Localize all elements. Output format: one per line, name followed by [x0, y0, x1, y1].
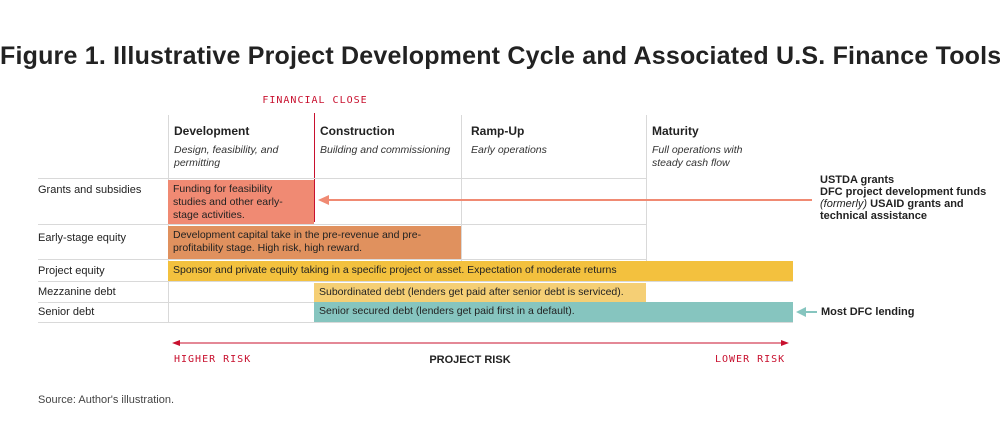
bar-text: Funding for feasibility [173, 183, 273, 195]
stage-description: Full operations with [652, 144, 743, 156]
row-label-mezzanine: Mezzanine debt [38, 286, 116, 298]
stage-development: Development Design, feasibility, and per… [174, 124, 314, 170]
bar-text: Sponsor and private equity taking in a s… [173, 264, 617, 276]
grants-note: USTDA grants DFC project development fun… [820, 174, 995, 222]
grants-arrow-head [318, 195, 329, 205]
bar-text: profitability stage. High risk, high rew… [173, 242, 363, 254]
grid-line-maturity-left [646, 115, 647, 261]
financial-close-label: FINANCIAL CLOSE [262, 95, 368, 106]
senior-note: Most DFC lending [821, 306, 915, 318]
stage-construction: Construction Building and commissioning [320, 124, 460, 157]
bar-project-equity: Sponsor and private equity taking in a s… [168, 261, 793, 281]
lower-risk-label: LOWER RISK [715, 354, 786, 365]
bar-text: Development capital take in the pre-reve… [173, 229, 422, 241]
bar-senior-debt: Senior secured debt (lenders get paid fi… [314, 302, 793, 322]
row-separator [38, 281, 793, 282]
stage-maturity: Maturity Full operations with steady cas… [652, 124, 792, 170]
figure-title: Figure 1. Illustrative Project Developme… [0, 42, 1000, 70]
bar-text: Senior secured debt (lenders get paid fi… [319, 305, 575, 317]
project-risk-label: PROJECT RISK [429, 354, 511, 366]
grants-note-line: DFC project development funds [820, 186, 987, 198]
higher-risk-label: HIGHER RISK [174, 354, 252, 365]
grid-line-rampup-left [461, 115, 462, 261]
grants-note-line: technical assistance [820, 210, 928, 222]
stage-name: Ramp-Up [471, 124, 525, 138]
bar-early-stage-equity: Development capital take in the pre-reve… [168, 226, 461, 259]
row-label-senior: Senior debt [38, 306, 95, 318]
bar-text: stage activities. [173, 209, 245, 221]
grants-note-line: USTDA grants [820, 174, 895, 186]
bar-mezzanine-debt: Subordinated debt (lenders get paid afte… [314, 283, 646, 302]
row-label-early-equity: Early-stage equity [38, 232, 127, 244]
bar-text: studies and other early- [173, 196, 283, 208]
grants-note-text: USAID grants and [867, 198, 964, 210]
row-separator [38, 178, 646, 179]
stage-ramp-up: Ramp-Up Early operations [471, 124, 641, 157]
source-note: Source: Author's illustration. [38, 394, 175, 406]
row-label-project-equity: Project equity [38, 265, 105, 277]
row-label-grants: Grants and subsidies [38, 184, 142, 196]
row-separator [38, 224, 646, 225]
stage-description: Design, feasibility, and [174, 144, 279, 156]
financial-close-line [314, 113, 315, 222]
grants-note-formerly: (formerly) [820, 198, 868, 210]
stage-name: Construction [320, 124, 395, 138]
row-separator [38, 259, 646, 260]
stage-description: Building and commissioning [320, 144, 451, 156]
stage-description: Early operations [471, 144, 547, 156]
risk-axis-left-head [172, 340, 180, 346]
stage-name: Development [174, 124, 250, 138]
stage-description: permitting [174, 157, 221, 169]
bar-text: Subordinated debt (lenders get paid afte… [319, 286, 624, 298]
senior-arrow-head [796, 307, 806, 317]
grants-note-line: (formerly) USAID grants and [820, 198, 995, 210]
bar-grants-subsidies: Funding for feasibility studies and othe… [168, 180, 314, 224]
risk-axis-right-head [781, 340, 789, 346]
row-separator [38, 322, 793, 323]
stage-name: Maturity [652, 124, 699, 138]
stage-description: steady cash flow [652, 157, 730, 169]
